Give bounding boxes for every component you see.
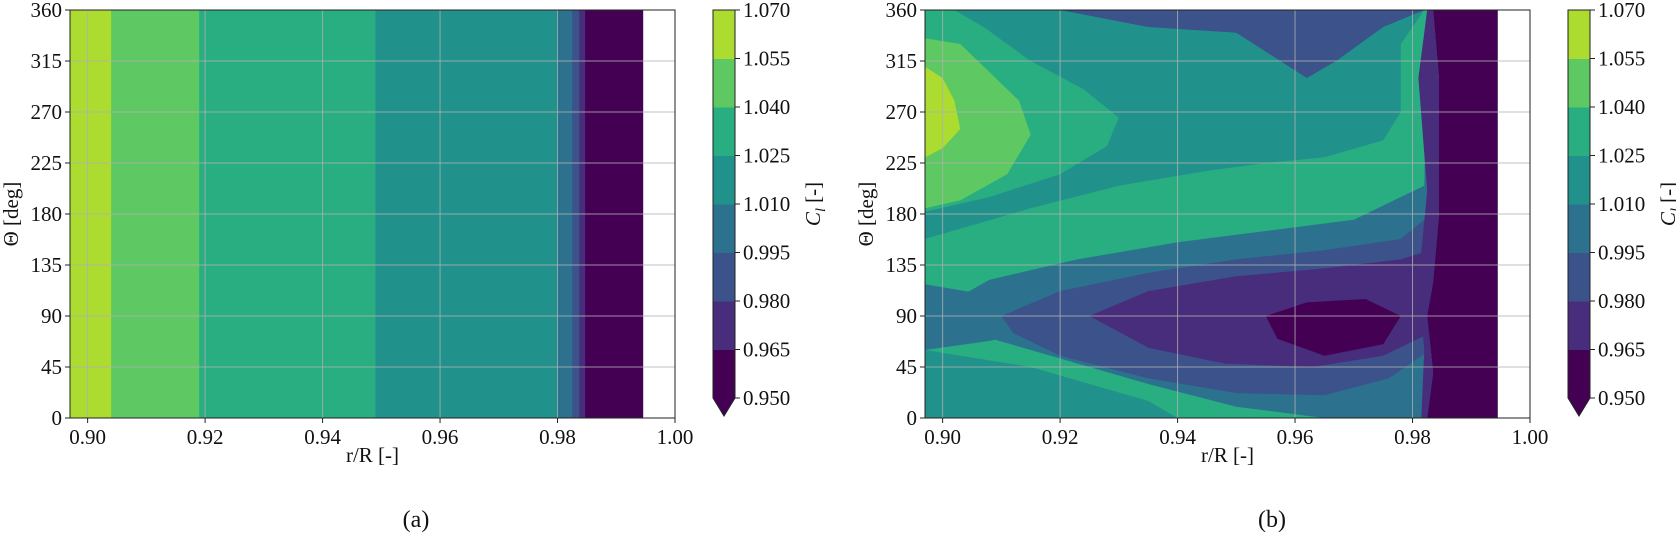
x-tick-label: 0.96: [422, 425, 459, 449]
caption-b: (b): [1258, 507, 1286, 533]
colorbar-tick-label: 1.070: [743, 0, 790, 22]
colorbar-segment-1: [1568, 301, 1590, 350]
y-tick-label: 270: [31, 100, 63, 124]
y-tick-label: 225: [886, 151, 918, 175]
y-tick-label: 135: [886, 253, 918, 277]
x-tick-label: 0.92: [1042, 425, 1079, 449]
colorbar-segment-5: [1568, 107, 1590, 156]
colorbar-extend-min: [713, 398, 735, 416]
colorbar-b: 0.950 0.965 0.980 0.995 1.010 1.025 1.040 1.055…: [1567, 0, 1676, 417]
colorbar-label: Cl [-]: [801, 182, 829, 226]
caption-a: (a): [403, 507, 430, 533]
colorbar-tick-label: 0.995: [1598, 241, 1645, 265]
colorbar-label: Cl [-]: [1656, 182, 1676, 226]
colorbar-tick-label: 0.950: [743, 386, 790, 410]
colorbar-segment-7: [713, 10, 735, 59]
contour-region-10: [1265, 299, 1401, 356]
colorbar-tick-label: 0.965: [1598, 338, 1645, 362]
colorbar-label-sub: l: [1669, 208, 1676, 212]
colorbar-tick-label: 1.040: [1598, 95, 1645, 119]
colorbar-tick-label: 1.040: [743, 95, 790, 119]
colorbar-segment-3: [1568, 204, 1590, 253]
x-tick-label: 1.00: [657, 425, 694, 449]
colorbar-segment-6: [1568, 58, 1590, 108]
contour-region-4: [925, 38, 1031, 209]
colorbar-segment-0: [1568, 349, 1590, 399]
y-tick-label: 180: [31, 202, 63, 226]
y-tick-label: 225: [31, 151, 63, 175]
colorbar-label-sub: l: [814, 208, 829, 212]
colorbar-tick-label: 0.980: [743, 289, 790, 313]
colorbar-tick-label: 0.995: [743, 241, 790, 265]
colorbar-tick-label: 0.980: [1598, 289, 1645, 313]
colorbar-label-unit: [-]: [801, 182, 825, 208]
colorbar-tick-label: 1.055: [743, 47, 790, 71]
colorbar-segment-1: [713, 301, 735, 350]
y-tick-label: 0: [907, 406, 918, 430]
x-tick-label: 0.90: [69, 425, 106, 449]
y-tick-label: 315: [886, 49, 918, 73]
colorbar-tick-label: 1.070: [1598, 0, 1645, 22]
x-tick-label: 0.94: [1159, 425, 1196, 449]
colorbar-segment-0: [713, 349, 735, 399]
colorbar-segment-7: [1568, 10, 1590, 59]
colorbar-tick-label: 1.025: [743, 144, 790, 168]
x-axis-label-a: r/R [-]: [346, 443, 399, 467]
x-ticks-a: 0.90 0.92 0.94 0.96 0.98 1.00: [69, 418, 693, 449]
y-axis-label-b: Θ [deg]: [854, 182, 878, 247]
panel-b: 0.90 0.92 0.94 0.96 0.98 1.00 0 45 90 135 180 225 2…: [854, 0, 1676, 533]
y-tick-label: 315: [31, 49, 63, 73]
y-tick-label: 180: [886, 202, 918, 226]
x-tick-label: 0.96: [1277, 425, 1314, 449]
colorbar-label-unit: [-]: [1656, 182, 1676, 208]
colorbar-tick-label: 1.025: [1598, 144, 1645, 168]
colorbar-segment-2: [1568, 252, 1590, 302]
y-tick-label: 45: [41, 355, 62, 379]
colorbar-tick-label: 0.965: [743, 338, 790, 362]
x-tick-label: 1.00: [1512, 425, 1549, 449]
colorbar-tick-label: 1.055: [1598, 47, 1645, 71]
colorbar-label-main: C: [801, 211, 825, 226]
x-tick-label: 0.98: [1394, 425, 1431, 449]
y-tick-label: 360: [886, 0, 918, 22]
colorbar-tick-label: 1.010: [743, 192, 790, 216]
y-tick-label: 90: [896, 304, 917, 328]
y-tick-label: 90: [41, 304, 62, 328]
x-axis-label-b: r/R [-]: [1201, 443, 1254, 467]
colorbar-label-main: C: [1656, 211, 1676, 226]
x-tick-label: 0.94: [304, 425, 341, 449]
colorbar-tick-label: 1.010: [1598, 192, 1645, 216]
y-tick-label: 270: [886, 100, 918, 124]
x-tick-label: 0.98: [539, 425, 576, 449]
colorbar-tick-label: 0.950: [1598, 386, 1645, 410]
colorbar-segment-2: [713, 252, 735, 302]
y-tick-label: 0: [52, 406, 63, 430]
y-tick-label: 45: [896, 355, 917, 379]
x-ticks-b: 0.90 0.92 0.94 0.96 0.98 1.00: [924, 418, 1548, 449]
x-tick-label: 0.92: [187, 425, 224, 449]
colorbar-a: 0.950 0.965 0.980 0.995 1.010 1.025 1.040 1.055…: [712, 0, 829, 417]
panel-a: 0.90 0.92 0.94 0.96 0.98 1.00 0 45 90 135 180 225 2…: [0, 0, 829, 533]
colorbar-segment-5: [713, 107, 735, 156]
y-ticks-a: 0 45 90 135 180 225 270 315 360: [31, 0, 70, 430]
colorbar-segment-3: [713, 204, 735, 253]
colorbar-extend-min: [1568, 398, 1590, 416]
colorbar-segment-4: [1568, 155, 1590, 205]
colorbar-segment-6: [713, 58, 735, 108]
y-tick-label: 360: [31, 0, 63, 22]
y-tick-label: 135: [31, 253, 63, 277]
y-axis-label-a: Θ [deg]: [0, 182, 23, 247]
y-ticks-b: 0 45 90 135 180 225 270 315 360: [886, 0, 925, 430]
colorbar-segment-4: [713, 155, 735, 205]
x-tick-label: 0.90: [924, 425, 961, 449]
